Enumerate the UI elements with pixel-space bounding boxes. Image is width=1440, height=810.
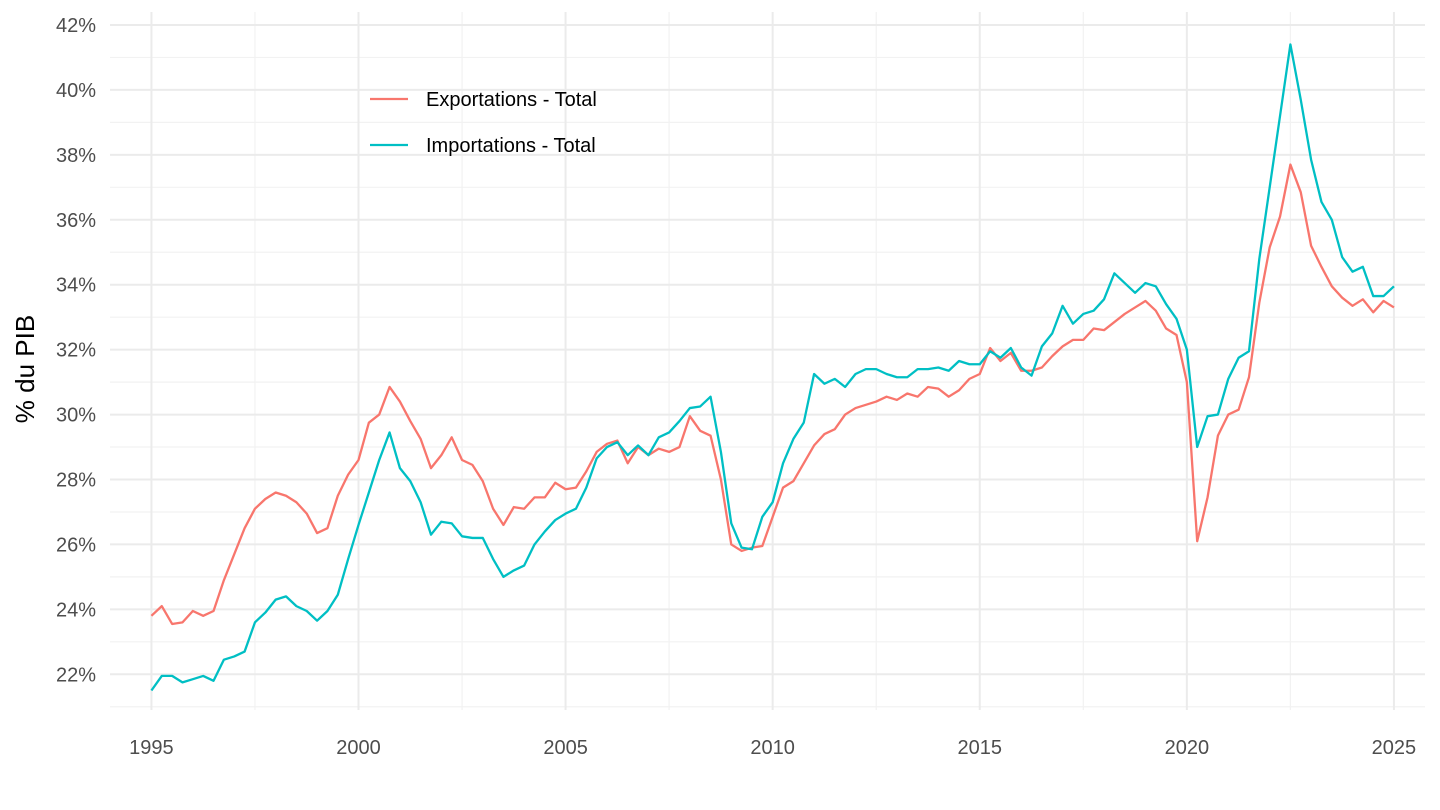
x-tick-label: 2025 — [1372, 737, 1417, 759]
y-tick-label: 22% — [56, 664, 96, 686]
x-tick-label: 2005 — [543, 737, 588, 759]
x-tick-label: 1995 — [129, 737, 174, 759]
y-axis-title: % du PIB — [10, 315, 40, 423]
x-tick-label: 2010 — [750, 737, 795, 759]
legend-label-1: Importations - Total — [426, 135, 596, 157]
y-tick-label: 28% — [56, 469, 96, 491]
legend: Exportations - Total Importations - Total — [370, 89, 597, 157]
x-tick-label: 2000 — [336, 737, 381, 759]
y-tick-label: 36% — [56, 210, 96, 232]
y-tick-label: 42% — [56, 15, 96, 37]
series-lines — [150, 43, 1395, 692]
y-tick-label: 30% — [56, 405, 96, 427]
series-line-0 — [150, 163, 1395, 626]
y-tick-label: 26% — [56, 534, 96, 556]
series-line-1 — [150, 43, 1395, 692]
grid — [110, 12, 1425, 710]
y-tick-label: 24% — [56, 599, 96, 621]
y-tick-label: 34% — [56, 275, 96, 297]
x-tick-label: 2020 — [1165, 737, 1210, 759]
x-axis-ticks: 1995 2000 2005 2010 2015 2020 2025 — [129, 737, 1416, 759]
y-tick-label: 32% — [56, 340, 96, 362]
legend-label-0: Exportations - Total — [426, 89, 597, 111]
y-tick-label: 38% — [56, 145, 96, 167]
x-tick-label: 2015 — [958, 737, 1003, 759]
y-tick-label: 40% — [56, 80, 96, 102]
y-axis-ticks: 22% 24% 26% 28% 30% 32% 34% 36% 38% 40% 42% — [56, 15, 96, 686]
